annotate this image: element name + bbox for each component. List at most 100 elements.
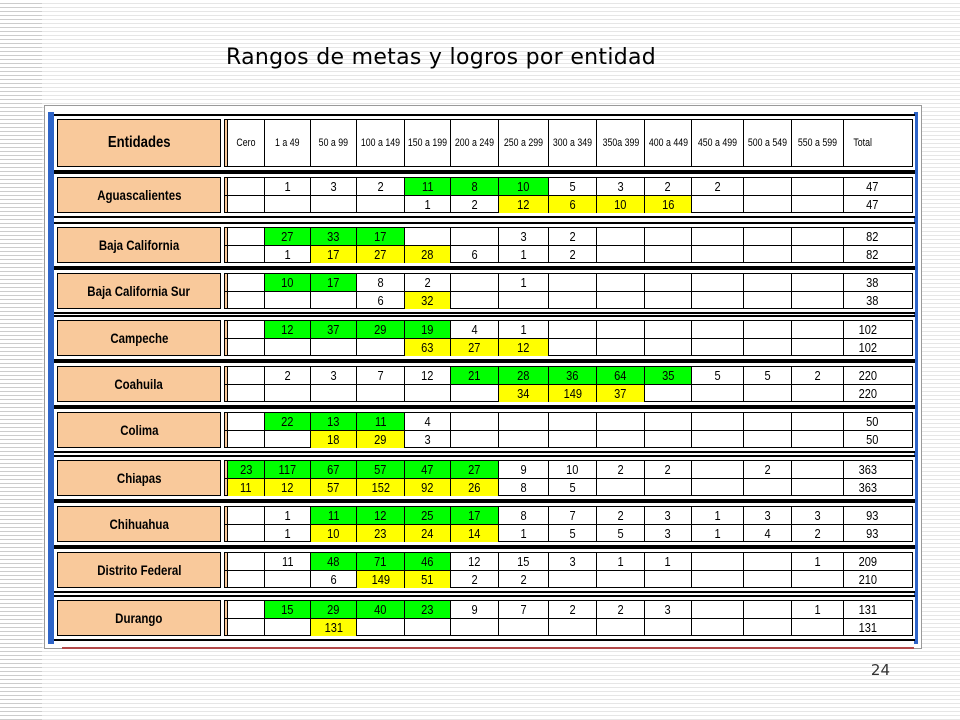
logros-cell-value: 23: [421, 602, 434, 617]
logros-cell: [228, 601, 264, 618]
metas-cell: 131: [310, 619, 356, 636]
range-header-value: 100 a 149: [360, 137, 401, 149]
row-logros: 1 3 2 11 8 10 5 3 2 2 47: [228, 178, 912, 195]
logros-cell-value: 11: [327, 508, 340, 523]
metas-cell: [548, 292, 596, 309]
metas-cell: [450, 385, 498, 402]
logros-cell-value: 7: [569, 508, 576, 523]
metas-cell: [691, 431, 743, 448]
logros-cell: 71: [356, 553, 404, 570]
logros-cell: 3: [596, 178, 644, 195]
entity-block: DurangoLogrosMetas1529402397223113113113…: [54, 595, 915, 641]
row-metas: 6 32 38: [228, 291, 912, 309]
metas-cell-value: 10: [614, 197, 627, 212]
logros-cell: 7: [548, 507, 596, 524]
logros-cell: 2: [743, 461, 791, 478]
metas-cell: 1: [404, 196, 450, 213]
entity-values-grid: 10 17 8 2 1 38 6 32 38: [227, 273, 913, 309]
logros-cell-value: 28: [517, 368, 530, 383]
logros-cell: [450, 274, 498, 291]
metas-cell: [228, 525, 264, 542]
entity-values-grid: 12 37 29 19 4 1 102 63 27 12 102: [227, 320, 913, 356]
logros-cell: 15: [498, 553, 548, 570]
logros-total-cell-value: 209: [858, 554, 878, 569]
metas-total-cell: 210: [843, 571, 882, 588]
logros-cell-value: 33: [327, 229, 340, 244]
metas-total-cell-value: 47: [865, 197, 878, 212]
row-metas: 1 2 12 6 10 16 47: [228, 195, 912, 213]
logros-total-cell-value: 82: [865, 229, 878, 244]
entity-name: Durango: [115, 610, 163, 626]
metas-cell: 5: [548, 525, 596, 542]
logros-cell-value: 46: [421, 554, 434, 569]
metas-cell: [356, 619, 404, 636]
logros-total-cell: 209: [843, 553, 882, 570]
metas-cell: 4: [743, 525, 791, 542]
logros-cell: 8: [450, 178, 498, 195]
metas-cell: 6: [356, 292, 404, 309]
row-logros: 23 117 67 57 47 27 9 10 2 2 2 363: [228, 461, 912, 478]
entity-block: AguascalientesLogrosMetas132118105322471…: [54, 172, 915, 218]
metas-cell: 12: [498, 196, 548, 213]
metas-cell-value: 29: [374, 432, 387, 447]
logros-cell: 2: [404, 274, 450, 291]
metas-cell-value: 1: [520, 526, 527, 541]
entity-name-cell: Coahuila: [57, 366, 221, 402]
logros-cell-value: 3: [617, 179, 624, 194]
logros-cell-value: 3: [520, 229, 527, 244]
logros-cell-value: 17: [374, 229, 387, 244]
logros-cell: 1: [498, 274, 548, 291]
logros-cell: 23: [228, 461, 264, 478]
metas-total-cell-value: 50: [865, 432, 878, 447]
logros-cell-value: 1: [520, 322, 527, 337]
logros-total-cell: 131: [843, 601, 882, 618]
metas-cell: 26: [450, 479, 498, 496]
range-header: 300 a 349: [548, 120, 596, 166]
logros-cell-value: 3: [330, 368, 337, 383]
metas-cell: 37: [596, 385, 644, 402]
logros-cell: 33: [310, 228, 356, 245]
logros-cell-value: 2: [284, 368, 291, 383]
logros-total-cell-value: 50: [865, 414, 878, 429]
logros-cell-value: 2: [424, 275, 431, 290]
logros-cell: 35: [644, 367, 691, 384]
logros-cell-value: 15: [281, 602, 294, 617]
metas-cell: 51: [404, 571, 450, 588]
metas-cell: [310, 385, 356, 402]
metas-cell: 1: [264, 246, 310, 263]
metas-cell: [596, 619, 644, 636]
range-header-value: 1 a 49: [275, 137, 300, 149]
entity-name: Distrito Federal: [96, 562, 182, 578]
logros-cell-value: 12: [281, 322, 294, 337]
logros-cell-value: 71: [374, 554, 387, 569]
logros-cell: 2: [791, 367, 843, 384]
logros-cell: 2: [596, 507, 644, 524]
entity-name: Baja California Sur: [87, 283, 191, 299]
metas-cell: [264, 619, 310, 636]
logros-cell: 11: [356, 413, 404, 430]
entity-values-grid: 15 29 40 23 9 7 2 2 3 1 131 131 131: [227, 600, 913, 636]
entity-block: ColimaLogrosMetas2213114501829350: [54, 407, 915, 453]
entity-name-cell: Chiapas: [57, 460, 221, 496]
metas-cell: 6: [450, 246, 498, 263]
logros-cell-value: 3: [764, 508, 771, 523]
entity-values-grid: 23 117 67 57 47 27 9 10 2 2 2 363 11 12 57 152 92 26 8 5 363: [227, 460, 913, 496]
header-grid: Cero 1 a 49 50 a 99 100 a 149 150 a 199 200 a…: [227, 119, 913, 167]
metas-cell-value: 1: [424, 197, 431, 212]
entity-name: Chihuahua: [109, 516, 169, 532]
sheet-left-border: [48, 112, 54, 644]
logros-cell: [691, 413, 743, 430]
metas-total-cell-value: 93: [865, 526, 878, 541]
metas-cell: 92: [404, 479, 450, 496]
logros-cell-value: 2: [569, 229, 576, 244]
entity-name: Campeche: [109, 330, 169, 346]
metas-cell: 8: [498, 479, 548, 496]
metas-cell-value: 131: [324, 620, 343, 635]
metas-cell-value: 1: [714, 526, 721, 541]
metas-cell: 12: [264, 479, 310, 496]
logros-cell-value: 3: [569, 554, 576, 569]
metas-cell: [596, 571, 644, 588]
logros-total-cell-value: 220: [858, 368, 878, 383]
metas-total-cell-value: 363: [858, 480, 878, 495]
logros-cell-value: 2: [814, 368, 821, 383]
